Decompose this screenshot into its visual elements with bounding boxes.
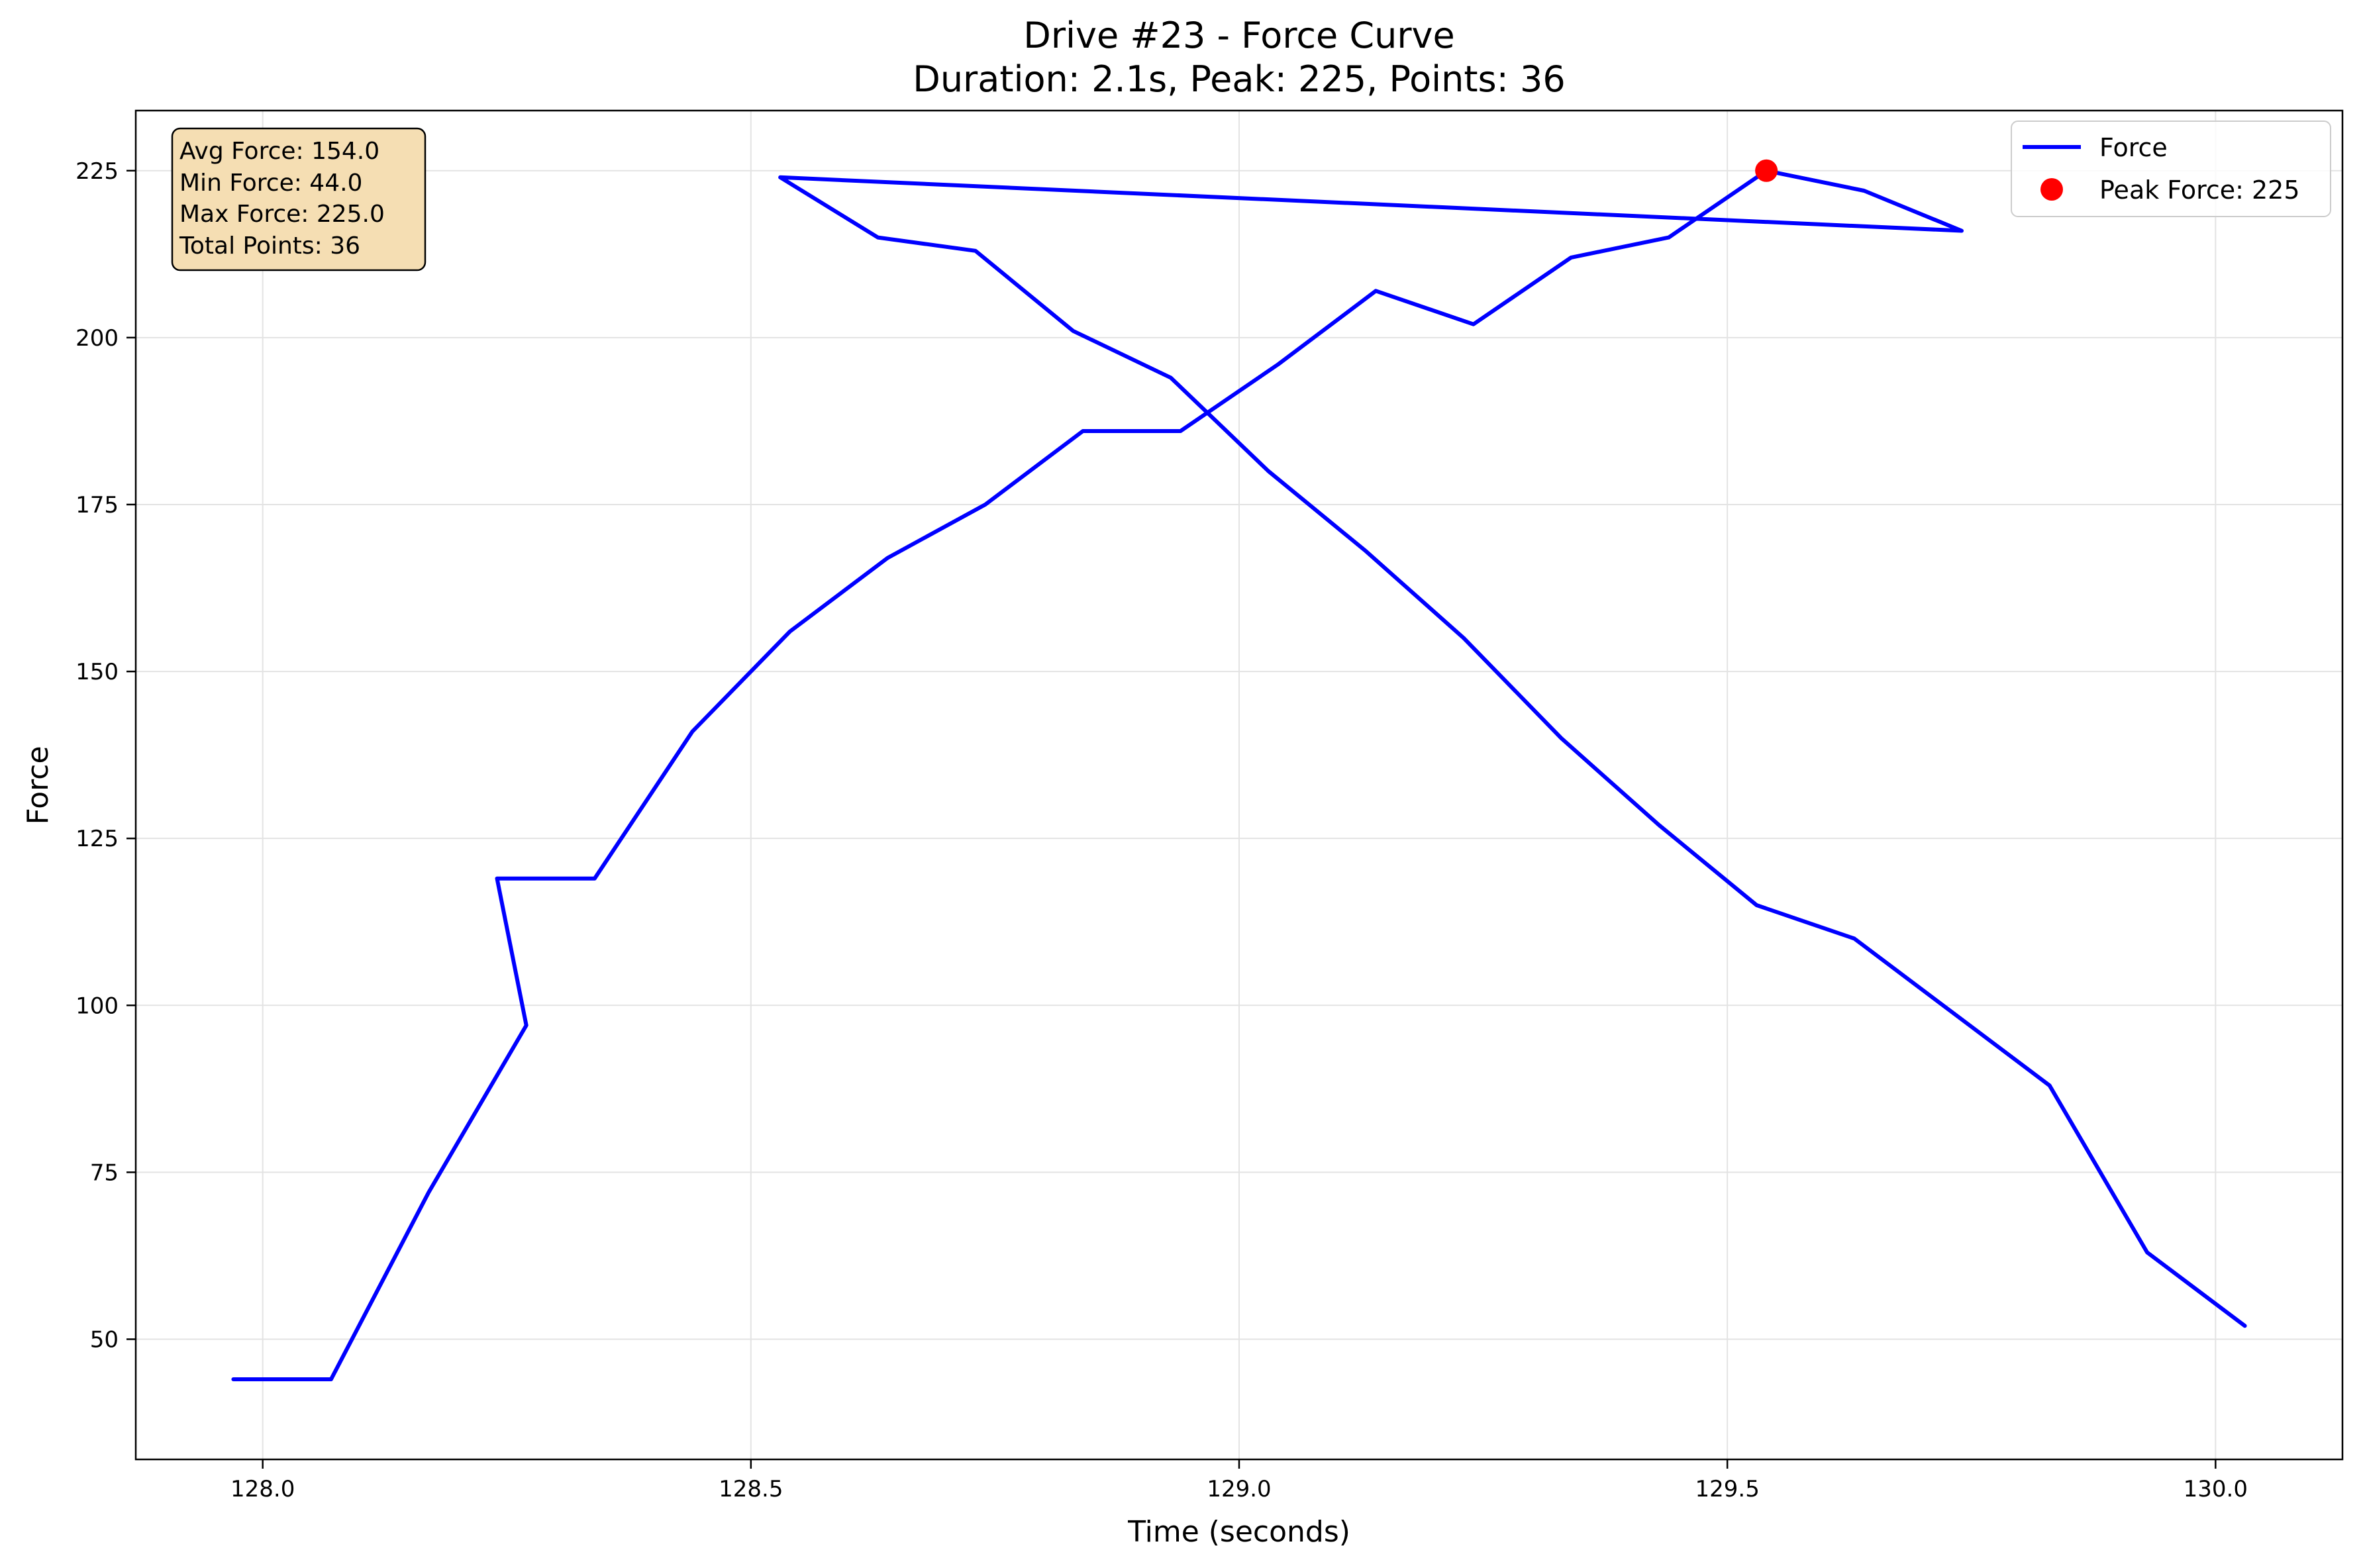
y-tick-label: 150	[75, 659, 119, 685]
legend-force-label: Force	[2099, 133, 2168, 162]
stats-avg-force: Avg Force: 154.0	[179, 138, 379, 165]
y-tick-label: 125	[75, 826, 119, 852]
x-tick-label: 128.0	[230, 1476, 295, 1502]
chart-subtitle: Duration: 2.1s, Peak: 225, Points: 36	[913, 58, 1566, 100]
stats-box-background	[171, 127, 427, 271]
y-tick-label: 200	[75, 325, 119, 352]
chart-title: Drive #23 - Force Curve	[1023, 15, 1454, 56]
y-tick-label: 75	[90, 1159, 119, 1186]
stats-total-points: Total Points: 36	[179, 232, 360, 260]
x-tick-label: 128.5	[719, 1476, 783, 1502]
y-tick-label: 50	[90, 1326, 119, 1353]
legend-peak-label: Peak Force: 225	[2099, 175, 2300, 205]
x-tick-label: 129.5	[1695, 1476, 1759, 1502]
x-tick-label: 129.0	[1207, 1476, 1271, 1502]
stats-max-force: Max Force: 225.0	[179, 201, 385, 228]
legend-peak-marker	[2040, 178, 2063, 201]
series-layer	[231, 159, 2247, 1381]
stats-min-force: Min Force: 44.0	[179, 170, 362, 197]
axis-ticks: 128.0 128.5 129.0 129.5 130.0 50 75 100 125 150 17…	[75, 158, 2248, 1502]
force-series-line	[231, 168, 2247, 1381]
legend-frame	[2011, 121, 2331, 217]
peak-force-marker	[1755, 159, 1778, 182]
stats-box: Avg Force: 154.0 Min Force: 44.0 Max For…	[171, 127, 427, 271]
grid	[136, 111, 2342, 1459]
y-tick-label: 225	[75, 158, 119, 185]
legend: Force Peak Force: 225	[2011, 121, 2331, 217]
x-tick-label: 130.0	[2184, 1476, 2248, 1502]
y-tick-label: 175	[75, 492, 119, 518]
y-axis-label: Force	[21, 746, 55, 824]
x-axis-label: Time (seconds)	[1127, 1515, 1350, 1549]
y-tick-label: 100	[75, 993, 119, 1019]
